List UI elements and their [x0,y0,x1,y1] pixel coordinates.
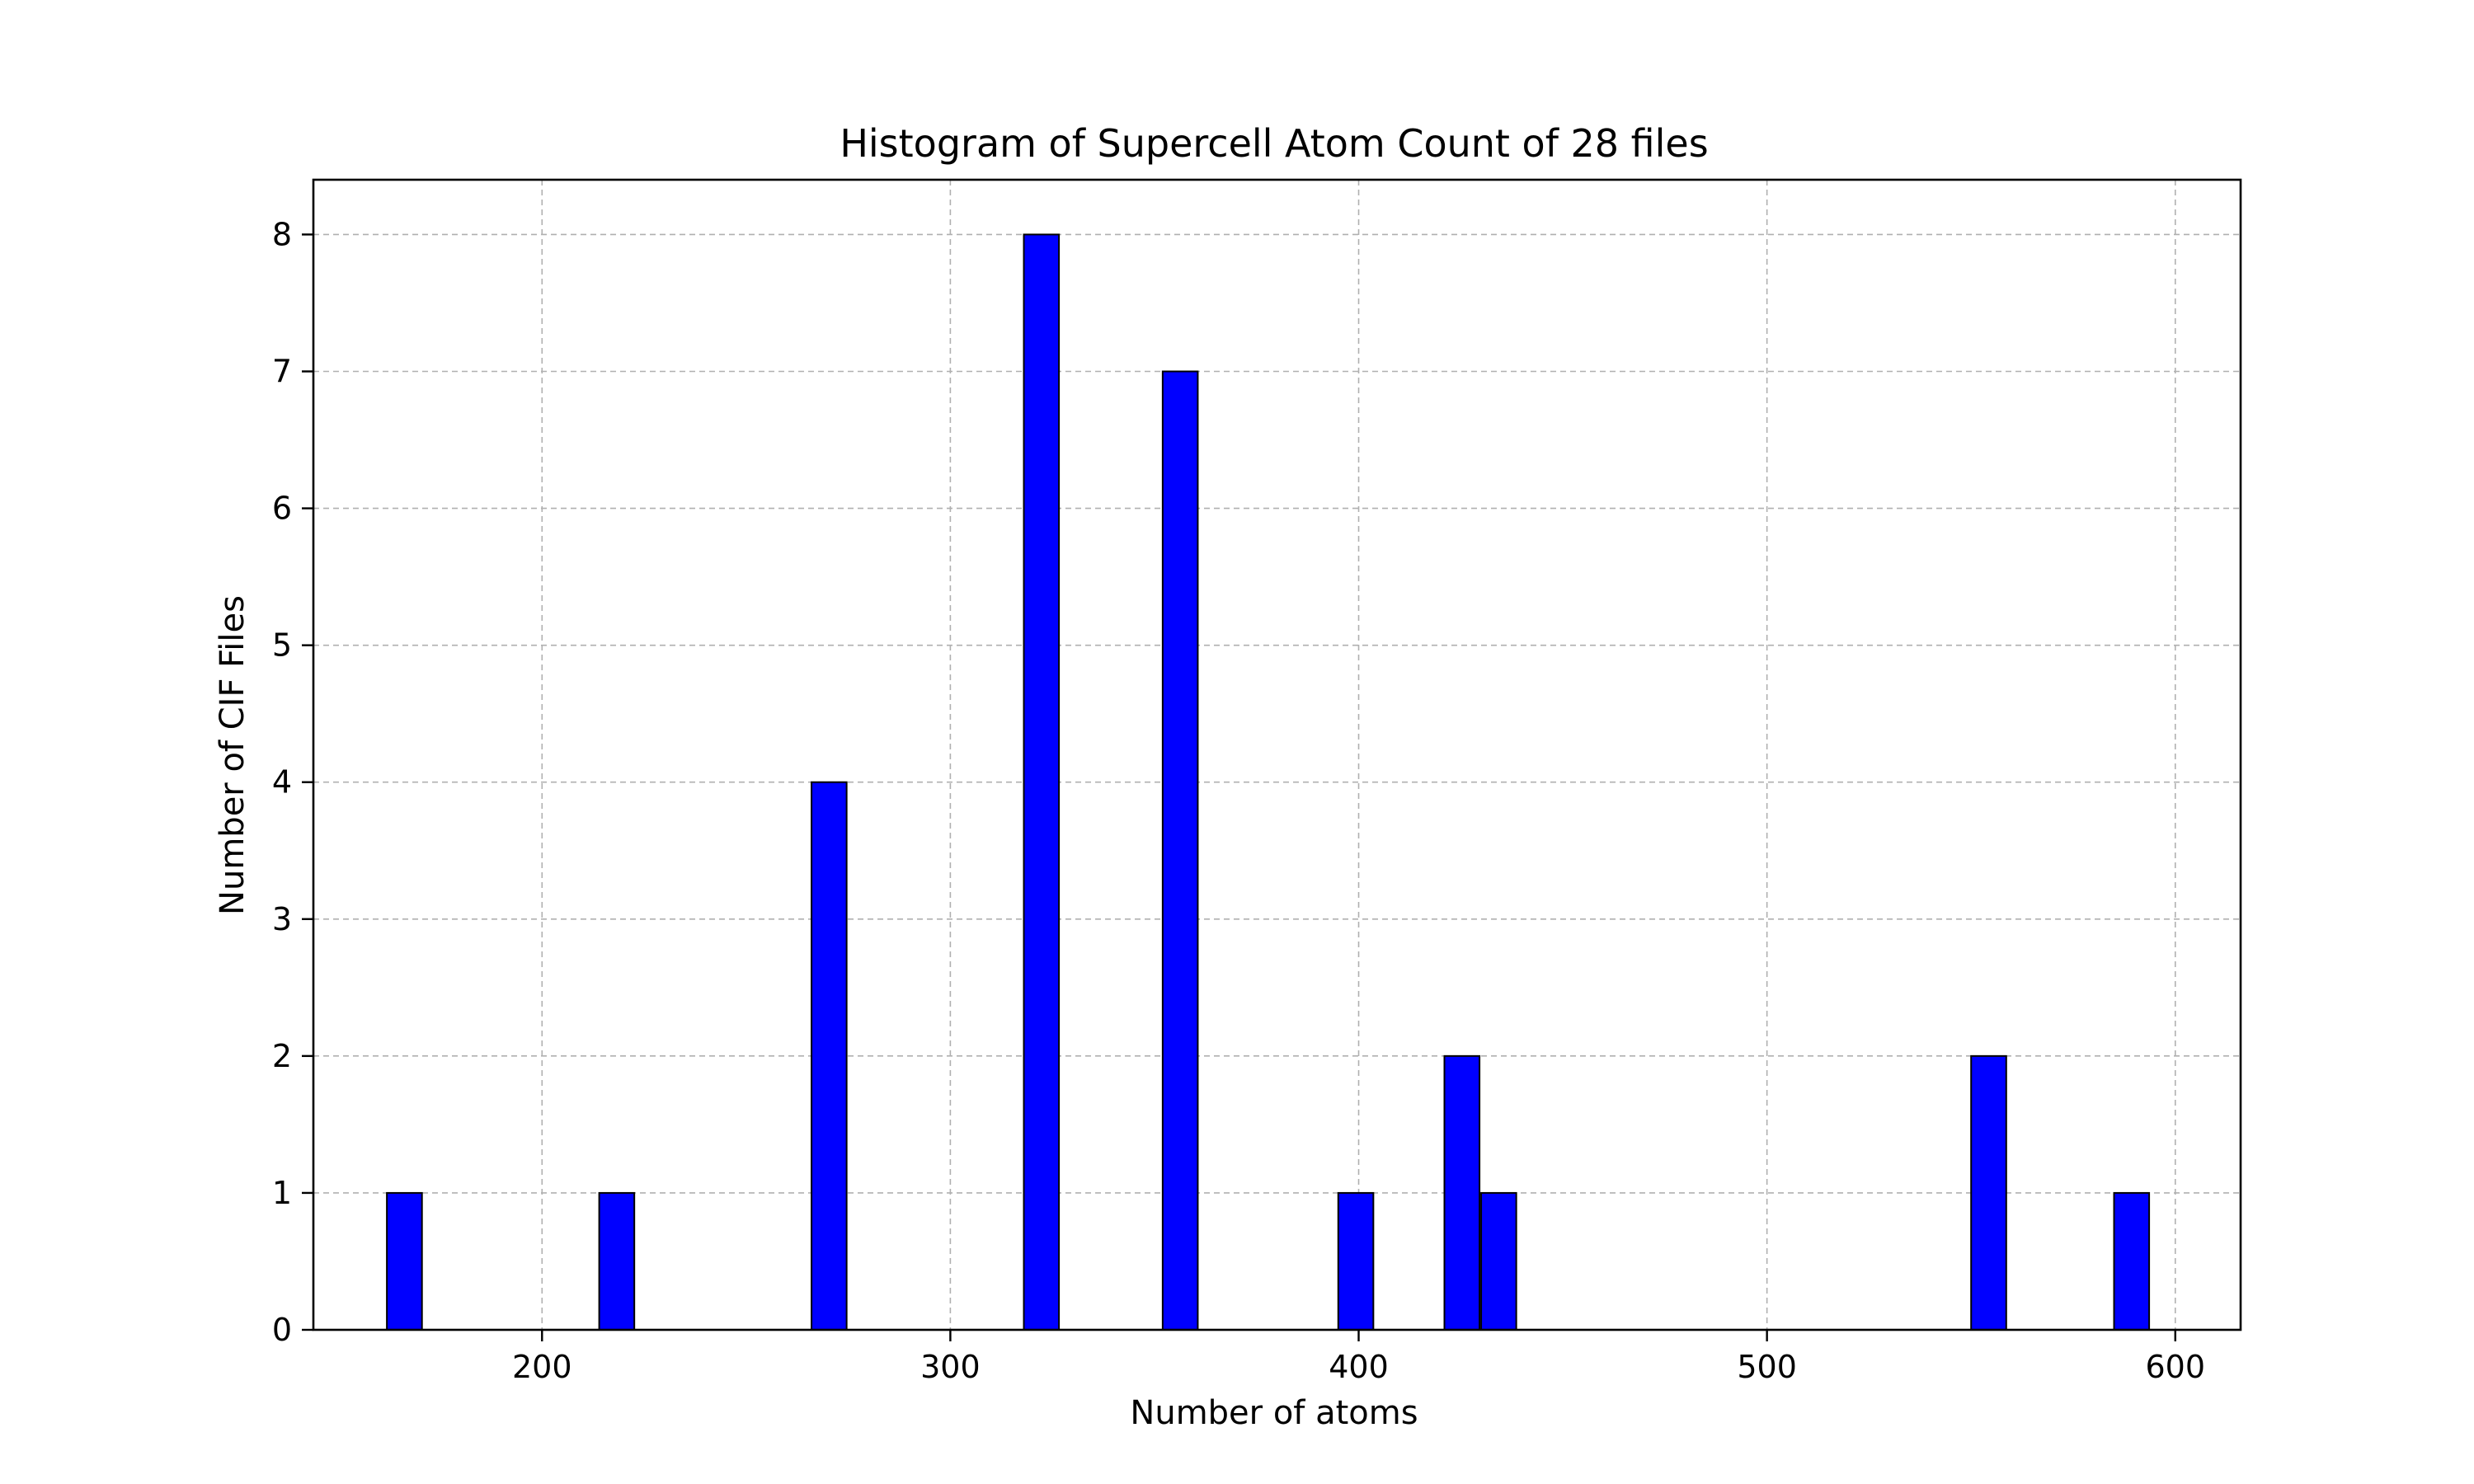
x-axis-label: Number of atoms [1130,1394,1418,1432]
y-tick-label-0: 0 [272,1312,292,1348]
y-axis-label: Number of CIF Files [214,595,252,915]
histogram-bar-3 [1023,233,1061,1331]
histogram-bar-2 [811,781,848,1331]
plot-frame [312,178,2242,1331]
histogram-bar-8 [1970,1054,2007,1331]
y-tick-label-2: 2 [272,1038,292,1074]
x-tick-label-2: 400 [1329,1349,1389,1385]
histogram-bar-6 [1443,1054,1481,1331]
y-tick-label-1: 1 [272,1175,292,1211]
y-axis-ticks: 0 1 2 3 4 5 6 7 8 [272,216,313,1348]
histogram-bar-7 [1480,1191,1517,1331]
y-tick-label-4: 4 [272,764,292,801]
histogram-bar-1 [598,1191,636,1331]
x-tick-label-1: 300 [920,1349,981,1385]
histogram-bar-9 [2113,1191,2151,1331]
y-tick-label-8: 8 [272,216,292,252]
histogram-bar-4 [1161,370,1199,1331]
histogram-bar-5 [1337,1191,1375,1331]
x-axis-ticks: 200 300 400 500 600 [512,1330,2205,1385]
x-tick-label-3: 500 [1737,1349,1797,1385]
histogram-bar-0 [386,1191,423,1331]
x-tick-label-4: 600 [2146,1349,2206,1385]
y-tick-label-3: 3 [272,901,292,937]
x-tick-label-0: 200 [512,1349,572,1385]
chart-title: Histogram of Supercell Atom Count of 28 … [840,121,1708,166]
y-tick-label-7: 7 [272,354,292,390]
y-tick-label-5: 5 [272,627,292,664]
y-tick-label-6: 6 [272,491,292,527]
